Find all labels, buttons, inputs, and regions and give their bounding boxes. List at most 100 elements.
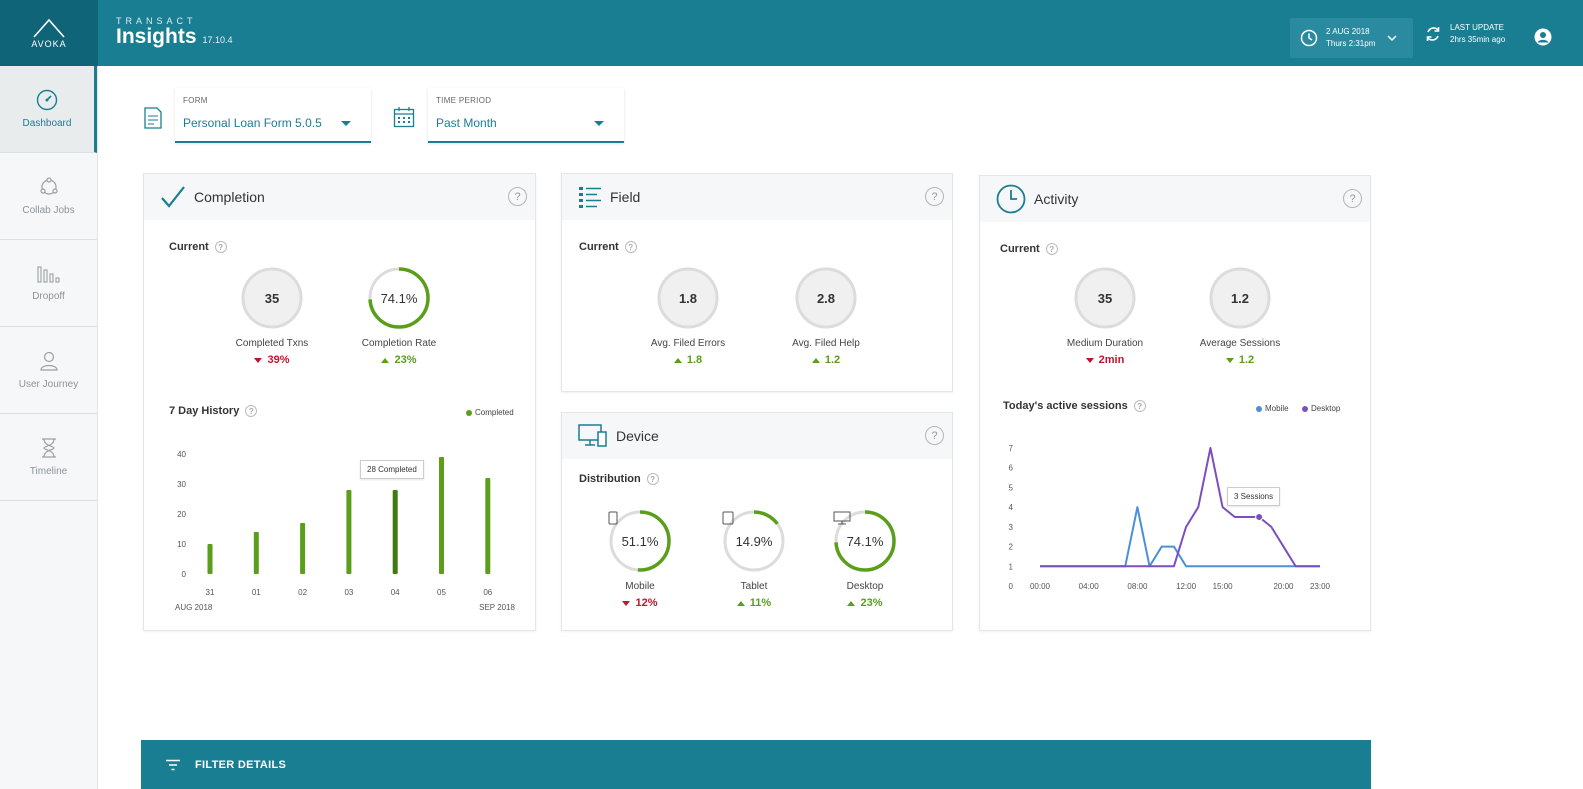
metric-medium-duration: 35 Medium Duration 2min — [1050, 266, 1160, 366]
checkmark-icon — [161, 186, 185, 208]
last-update[interactable]: LAST UPDATE 2hrs 35min ago — [1424, 22, 1505, 46]
delta-badge: 23% — [381, 354, 417, 366]
metric-value: 51.1% — [621, 533, 659, 549]
bar — [485, 478, 491, 574]
avatar[interactable] — [1534, 28, 1552, 51]
arrow-up-icon — [736, 600, 745, 606]
arrow-down-icon — [1085, 357, 1094, 363]
metric-label: Completed Txns — [235, 338, 309, 349]
help-icon[interactable]: ? — [1133, 400, 1146, 412]
metric-label: Desktop — [846, 581, 884, 592]
devices-icon — [578, 424, 607, 447]
y-tick-label: 6 — [1009, 464, 1014, 473]
metric-value: 1.8 — [678, 290, 698, 306]
y-tick-label: 1 — [1009, 562, 1014, 571]
delta-badge: 1.2 — [811, 354, 840, 366]
end-month-label: SEP 2018 — [479, 603, 515, 612]
x-tick-label: 15:00 — [1213, 582, 1234, 591]
sessions-label: Today's active sessions — [1003, 400, 1128, 412]
help-icon[interactable]: ? — [624, 241, 637, 253]
form-select[interactable]: FORM Personal Loan Form 5.0.5 — [175, 88, 371, 143]
sidebar-item-label: Dropoff — [32, 291, 65, 302]
card-title: Device — [616, 428, 659, 444]
x-tick-label: 02 — [298, 588, 307, 597]
sidebar-item-user-journey[interactable]: User Journey — [0, 327, 97, 414]
help-icon[interactable]: ? — [1045, 243, 1058, 255]
mobile-icon — [608, 511, 618, 525]
hourglass-icon — [41, 438, 56, 458]
update-time: 2hrs 35min ago — [1450, 35, 1506, 44]
delta-badge: 2min — [1085, 354, 1124, 366]
caret-down-icon — [341, 120, 351, 126]
x-tick-label: 00:00 — [1030, 582, 1051, 591]
history-bar-chart: 0 10 20 30 40 31 01 02 03 04 05 06 — [177, 450, 493, 597]
bar — [392, 490, 398, 574]
help-icon[interactable]: ? — [925, 187, 944, 206]
metric-value: 14.9% — [735, 533, 773, 549]
filter-details-bar[interactable]: FILTER DETAILS — [141, 740, 1371, 789]
help-icon[interactable]: ? — [1343, 189, 1362, 208]
form-select-value: Personal Loan Form 5.0.5 — [183, 116, 322, 130]
metric-value: 74.1% — [846, 533, 884, 549]
y-tick-label: 10 — [177, 540, 186, 549]
x-tick-label: 06 — [483, 588, 492, 597]
brand-super: TRANSACT — [116, 16, 197, 26]
metric-completed-txns: 35 Completed Txns 39% — [217, 266, 327, 366]
sidebar-item-label: Collab Jobs — [22, 205, 75, 216]
arrow-down-icon — [622, 600, 631, 606]
x-tick-label: 01 — [252, 588, 261, 597]
card-title: Field — [610, 189, 641, 205]
brand: TRANSACT Insights 17.10.4 — [116, 16, 233, 49]
start-month-label: AUG 2018 — [175, 603, 213, 612]
form-select-label: FORM — [183, 96, 208, 105]
delta-badge: 11% — [736, 597, 771, 609]
legend-dot — [466, 409, 472, 416]
activity-card: Activity ? Current? 35 Medium Duration 2… — [979, 175, 1371, 631]
bars-icon — [36, 266, 60, 283]
delta-badge: 1.2 — [1225, 354, 1254, 366]
series-line-desktop — [1040, 447, 1320, 568]
sidebar-item-label: Timeline — [29, 466, 68, 477]
x-tick-label: 31 — [206, 588, 215, 597]
sidebar-item-collab-jobs[interactable]: Collab Jobs — [0, 153, 97, 240]
arrow-up-icon — [847, 600, 856, 606]
help-icon[interactable]: ? — [646, 473, 659, 485]
distribution-label: Distribution — [579, 473, 641, 485]
y-tick-label: 0 — [1009, 582, 1014, 591]
x-tick-label: 03 — [344, 588, 353, 597]
help-icon[interactable]: ? — [214, 241, 227, 253]
delta-badge: 12% — [622, 597, 658, 609]
y-tick-label: 20 — [177, 510, 186, 519]
collab-icon — [39, 177, 58, 195]
sidebar-item-dashboard[interactable]: Dashboard — [0, 66, 97, 153]
metric-label: Avg. Filed Help — [792, 338, 860, 349]
delta-badge: 39% — [254, 354, 290, 366]
arrow-up-icon — [673, 357, 682, 363]
brand-name: Insights — [116, 25, 197, 48]
sidebar-item-label: User Journey — [18, 379, 79, 390]
metric-field-help: 2.8 Avg. Filed Help 1.2 — [771, 266, 881, 366]
logo[interactable]: AVOKA — [0, 0, 98, 66]
form-icon — [144, 107, 162, 129]
sidebar-item-timeline[interactable]: Timeline — [0, 414, 97, 501]
help-icon[interactable]: ? — [245, 405, 258, 417]
date-selector[interactable]: 2 AUG 2018 Thurs 2:31pm — [1290, 18, 1413, 58]
sidebar-item-dropoff[interactable]: Dropoff — [0, 240, 97, 327]
current-label: Current — [579, 241, 619, 253]
x-tick-label: 08:00 — [1127, 582, 1148, 591]
refresh-icon — [1426, 27, 1440, 41]
chevron-down-icon — [1387, 35, 1397, 42]
date-line: 2 AUG 2018 — [1326, 27, 1370, 36]
arrow-up-icon — [381, 357, 390, 363]
arrow-down-icon — [1225, 357, 1234, 363]
legend-completed: Completed — [466, 408, 514, 417]
bar — [253, 532, 259, 574]
card-title: Completion — [194, 189, 265, 205]
time-line: Thurs 2:31pm — [1326, 39, 1376, 48]
time-period-select[interactable]: TIME PERIOD Past Month — [428, 88, 624, 143]
help-icon[interactable]: ? — [925, 426, 944, 445]
time-period-label: TIME PERIOD — [436, 96, 492, 105]
logo-icon — [33, 18, 65, 38]
help-icon[interactable]: ? — [508, 187, 527, 206]
x-tick-label: 12:00 — [1176, 582, 1197, 591]
